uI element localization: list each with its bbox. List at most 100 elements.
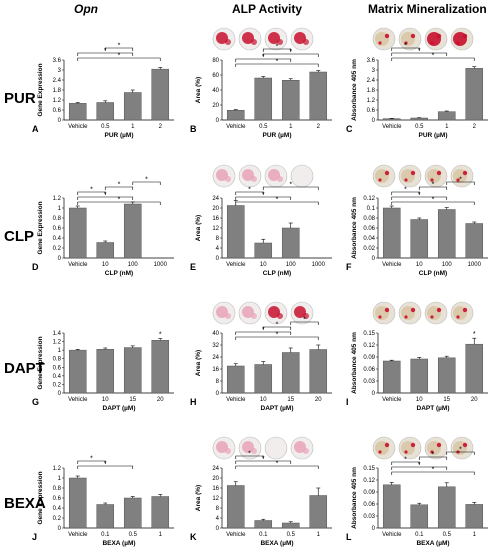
y-tick-label: 0 bbox=[372, 391, 376, 397]
x-tick-label: 2 bbox=[159, 124, 163, 130]
y-tick-label: 0.4 bbox=[53, 236, 62, 242]
bar bbox=[68, 103, 87, 121]
significance-bracket bbox=[235, 455, 264, 459]
x-tick-label: 10 bbox=[416, 262, 423, 268]
panel-A: 0 0.6 1.2 1.8 2.4 3 3.6 Gene Expression Vehicle 0… bbox=[32, 43, 174, 139]
alp-well-stain bbox=[242, 306, 254, 318]
mineral-well-spot bbox=[378, 41, 382, 45]
significance-star: * bbox=[276, 197, 279, 204]
y-tick-label: 0 bbox=[58, 118, 62, 124]
panel-G: 0 0.2 0.4 0.6 0.8 1 1.2 1.4 Gene Expression Vehic… bbox=[32, 331, 174, 412]
x-tick-label: 2 bbox=[473, 124, 477, 130]
mineral-well-spot bbox=[456, 41, 460, 45]
x-tick-label: 1000 bbox=[468, 262, 482, 268]
significance-bracket bbox=[290, 321, 319, 325]
mineral-well-spot bbox=[404, 41, 408, 45]
significance-star: * bbox=[118, 43, 121, 50]
bar bbox=[465, 504, 484, 529]
x-tick-label: Vehicle bbox=[226, 262, 246, 268]
bar bbox=[382, 484, 401, 529]
significance-bracket bbox=[391, 471, 475, 475]
significance-star: * bbox=[90, 456, 93, 463]
x-tick-label: Vehicle bbox=[68, 124, 88, 130]
panel-F: 0 0.02 0.04 0.06 0.08 0.1 0.12 Absorbance 405 n… bbox=[346, 177, 488, 277]
significance-star: * bbox=[276, 59, 279, 66]
significance-star: * bbox=[276, 44, 279, 51]
mineral-well-spot bbox=[410, 170, 416, 176]
alp-well-stain bbox=[225, 313, 231, 319]
significance-star: * bbox=[404, 457, 407, 464]
significance-bracket bbox=[77, 52, 134, 56]
x-axis-label: PUR (µM) bbox=[104, 132, 133, 139]
panel-letter: C bbox=[346, 124, 353, 134]
y-tick-label: 60 bbox=[212, 73, 219, 79]
panel-C: 0 0.6 1.2 1.8 2.4 3 3.6 Absorbance 405 nm Vehicl… bbox=[346, 43, 488, 139]
y-tick-label: 24 bbox=[212, 466, 219, 472]
y-tick-label: 0.6 bbox=[53, 496, 62, 502]
bar bbox=[437, 357, 456, 394]
y-tick-label: 0.12 bbox=[363, 343, 375, 349]
y-tick-label: 0.09 bbox=[363, 355, 375, 361]
y-tick-label: 40 bbox=[212, 331, 219, 337]
bar bbox=[281, 80, 300, 121]
significance-star: * bbox=[459, 177, 462, 184]
significance-star: * bbox=[248, 187, 251, 194]
significance-bracket bbox=[77, 465, 134, 469]
alp-well-stain bbox=[294, 306, 306, 318]
mineral-well-spot bbox=[430, 178, 434, 182]
x-axis-label: BEXA (µM) bbox=[102, 540, 135, 547]
panel-D: 0 0.2 0.4 0.6 0.8 1 1.2 Gene Expression Vehicle 1… bbox=[32, 177, 174, 277]
mineral-well-spot bbox=[384, 307, 390, 313]
y-tick-label: 0.03 bbox=[363, 379, 375, 385]
bar bbox=[96, 242, 115, 259]
x-tick-label: 10 bbox=[102, 397, 109, 403]
significance-star: * bbox=[459, 447, 462, 454]
significance-star: * bbox=[432, 197, 435, 204]
mineral-well-spot bbox=[410, 307, 416, 313]
bar bbox=[254, 242, 273, 259]
significance-bracket bbox=[418, 456, 448, 460]
y-tick-label: 0.02 bbox=[363, 246, 375, 252]
significance-star: * bbox=[118, 197, 121, 204]
significance-bracket bbox=[262, 186, 319, 190]
bar bbox=[123, 92, 142, 121]
x-tick-label: 10 bbox=[102, 262, 109, 268]
header-alp-activity: ALP Activity bbox=[232, 2, 303, 16]
y-tick-label: 0 bbox=[216, 391, 220, 397]
alp-well-stain bbox=[216, 169, 228, 181]
y-tick-label: 4 bbox=[216, 516, 220, 522]
y-tick-label: 16 bbox=[212, 367, 219, 373]
alp-well-stain bbox=[242, 441, 254, 453]
x-tick-label: 1 bbox=[159, 532, 163, 538]
y-tick-label: 0.8 bbox=[53, 216, 62, 222]
significance-bracket bbox=[235, 201, 319, 205]
y-tick-label: 0 bbox=[372, 526, 376, 532]
bar bbox=[382, 207, 401, 259]
y-tick-label: 1.2 bbox=[53, 98, 62, 104]
significance-bracket bbox=[104, 47, 134, 51]
significance-bracket bbox=[262, 53, 319, 57]
y-axis-label: Gene Expression bbox=[37, 201, 44, 254]
y-tick-label: 0.08 bbox=[363, 216, 375, 222]
mineral-well-spot bbox=[436, 307, 442, 313]
panel-letter: G bbox=[32, 397, 39, 407]
y-tick-label: 0.15 bbox=[363, 331, 375, 337]
y-tick-label: 0 bbox=[58, 256, 62, 262]
significance-bracket bbox=[77, 57, 161, 61]
y-tick-label: 0.2 bbox=[53, 382, 62, 388]
x-axis-label: DAPT (µM) bbox=[261, 405, 294, 412]
x-axis-label: PUR (µM) bbox=[262, 132, 291, 139]
x-tick-label: 10 bbox=[260, 397, 267, 403]
significance-star: * bbox=[248, 451, 251, 458]
y-tick-label: 0.2 bbox=[53, 246, 62, 252]
x-tick-label: Vehicle bbox=[226, 397, 246, 403]
mineral-well-spot bbox=[436, 170, 442, 176]
x-tick-label: 20 bbox=[471, 397, 478, 403]
y-tick-label: 3 bbox=[372, 68, 376, 74]
x-tick-label: 0.5 bbox=[259, 124, 268, 130]
bar bbox=[254, 77, 273, 121]
x-tick-label: 20 bbox=[315, 397, 322, 403]
